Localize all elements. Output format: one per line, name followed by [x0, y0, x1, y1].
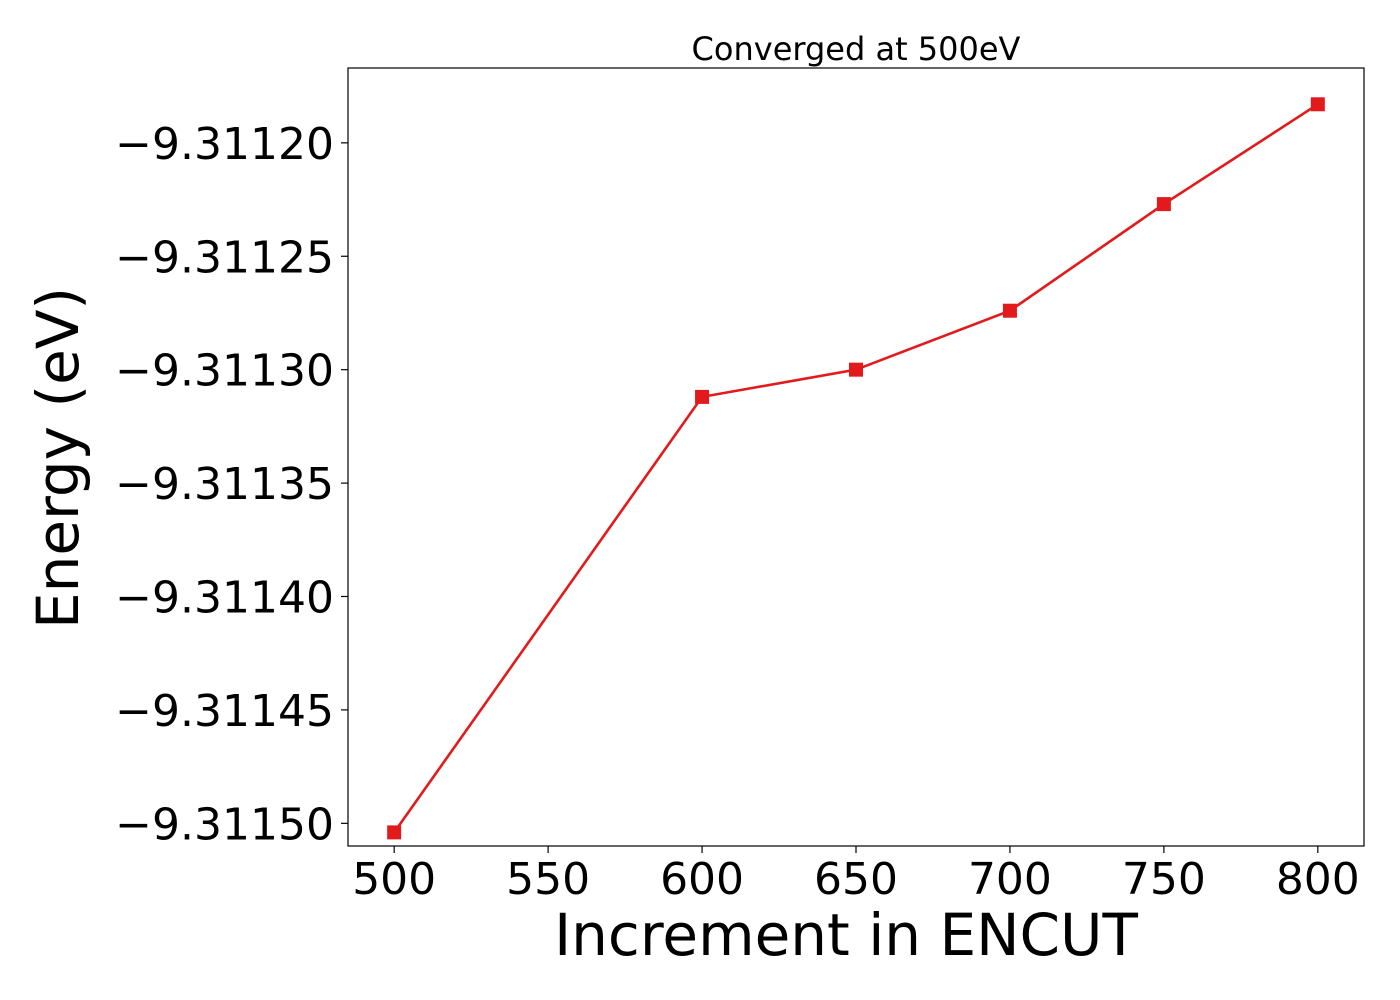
- series-layer: [387, 97, 1325, 840]
- data-point-marker: [695, 389, 710, 404]
- x-tick-label: 800: [1276, 854, 1360, 905]
- y-tick-label: −9.31135: [115, 459, 334, 510]
- x-tick-label: 700: [968, 854, 1052, 905]
- x-tick-label: 600: [660, 854, 744, 905]
- x-tick-label: 550: [506, 854, 590, 905]
- data-point-marker: [387, 825, 402, 840]
- data-point-marker: [849, 362, 863, 377]
- chart-title: Converged at 500eV: [692, 30, 1021, 68]
- y-tick-label: −9.31140: [115, 572, 334, 623]
- y-tick-label: −9.31130: [115, 346, 334, 397]
- x-axis-ticks: 500 550 600 650 700 750 800: [352, 846, 1360, 905]
- y-tick-label: −9.31120: [115, 119, 334, 170]
- y-axis-ticks: −9.31120 −9.31125 −9.31130 −9.31135 −9.31140…: [115, 119, 348, 850]
- series-line: [393, 103, 1319, 834]
- data-point-marker: [1002, 303, 1017, 318]
- y-tick-label: −9.31125: [115, 232, 334, 283]
- x-axis-title: Increment in ENCUT: [554, 901, 1138, 969]
- data-point-marker: [1156, 197, 1171, 212]
- data-point-marker: [1310, 97, 1325, 112]
- x-tick-label: 500: [352, 854, 436, 905]
- plot-area-frame: [347, 67, 1365, 847]
- y-tick-label: −9.31145: [115, 686, 334, 737]
- y-tick-label: −9.31150: [115, 799, 334, 850]
- y-axis-title: Energy (eV): [24, 287, 92, 629]
- x-tick-label: 750: [1122, 854, 1206, 905]
- x-tick-label: 650: [814, 854, 898, 905]
